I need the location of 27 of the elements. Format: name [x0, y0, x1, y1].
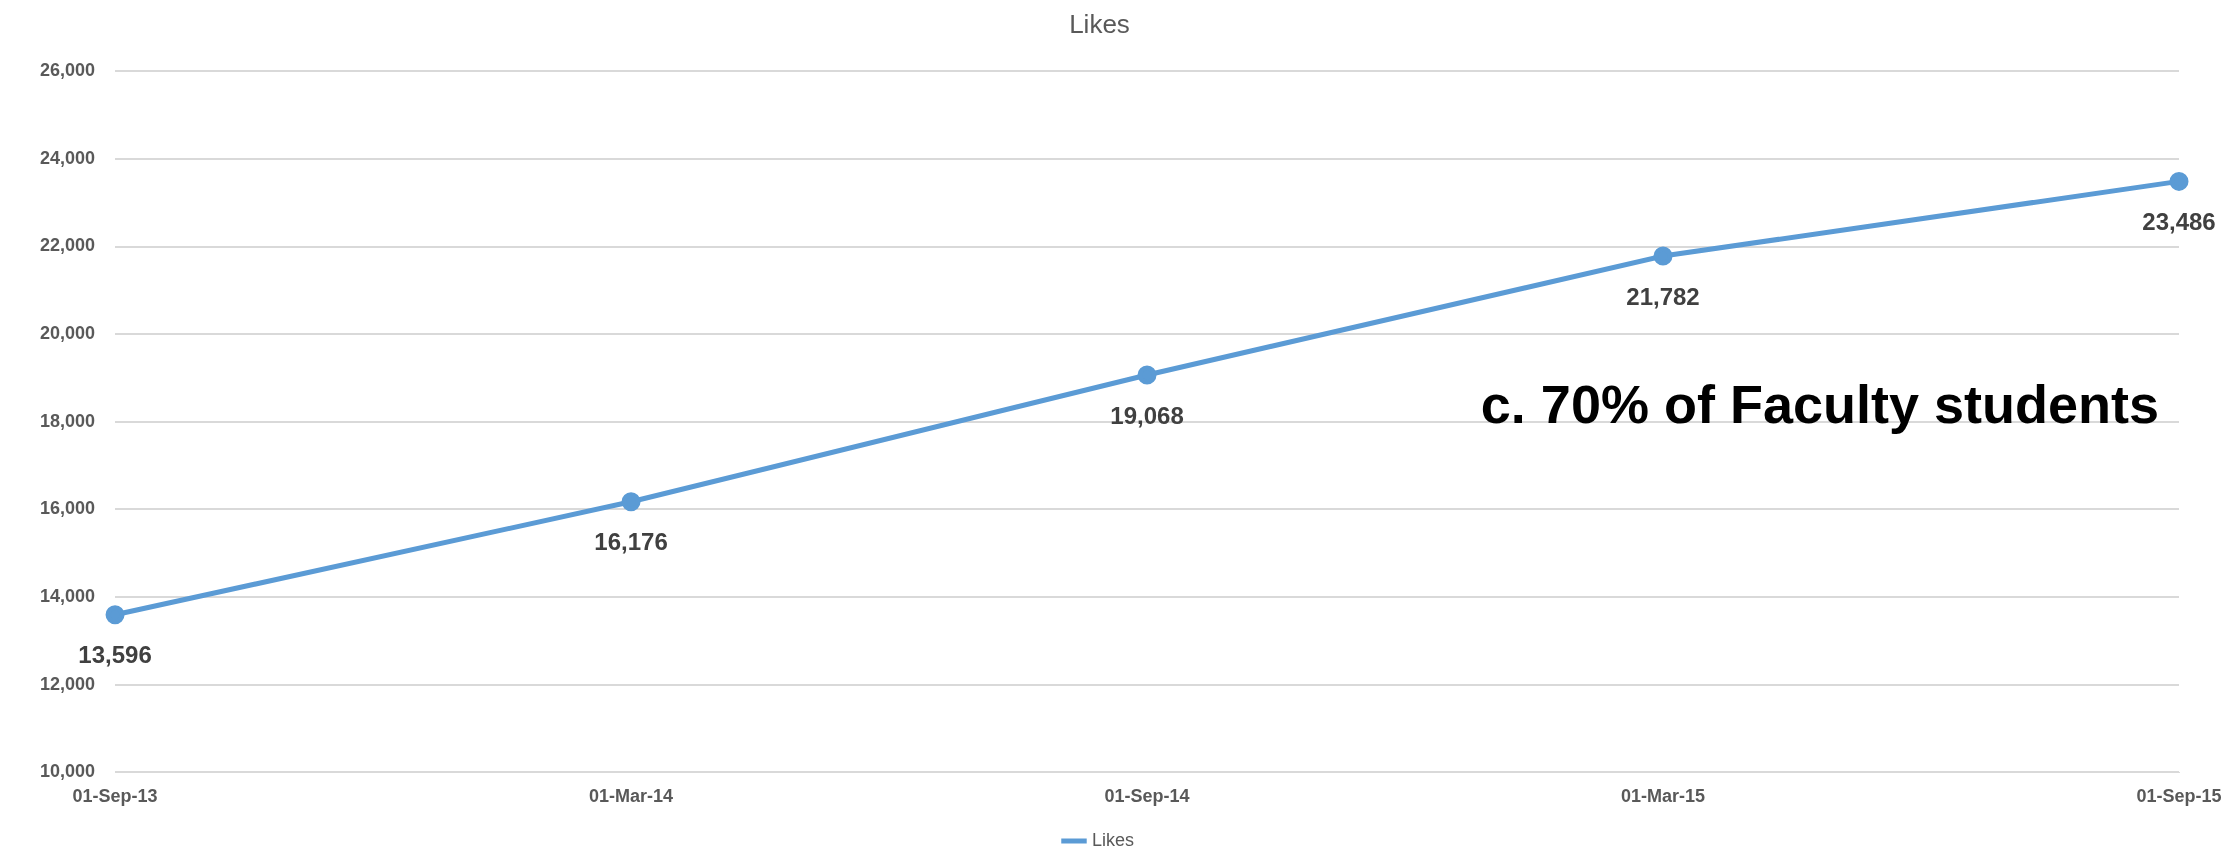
data-label: 19,068 [1110, 401, 1184, 429]
data-label: 21,782 [1626, 282, 1700, 310]
annotation: c. 70% of Faculty students [1480, 373, 2159, 434]
y-tick-label: 24,000 [39, 147, 96, 168]
y-tick-label: 10,000 [39, 761, 96, 782]
y-tick-label: 26,000 [39, 60, 96, 81]
y-tick-label: 16,000 [39, 498, 96, 519]
chart-title: Likes [1069, 8, 1130, 39]
data-label: 23,486 [2142, 208, 2216, 235]
y-tick-label: 18,000 [39, 410, 96, 431]
data-label: 13,596 [78, 641, 152, 669]
y-tick-label: 22,000 [39, 235, 96, 256]
x-tick-label: 01-Mar-14 [589, 786, 674, 807]
data-label: 16,176 [594, 528, 668, 556]
y-tick-label: 12,000 [39, 673, 96, 694]
point [1137, 365, 1157, 385]
point [105, 605, 125, 625]
x-tick-label: 01-Sep-15 [2136, 786, 2222, 807]
y-tick-label: 14,000 [39, 586, 96, 607]
x-tick-label: 01-Sep-14 [1104, 786, 1190, 807]
legend-label: Likes [1091, 829, 1135, 850]
y-tick-label: 20,000 [39, 323, 96, 344]
point [1653, 246, 1673, 266]
x-tick-label: 01-Sep-13 [72, 786, 158, 807]
point [2169, 171, 2189, 191]
point [621, 492, 641, 512]
x-tick-label: 01-Mar-15 [1620, 786, 1706, 807]
